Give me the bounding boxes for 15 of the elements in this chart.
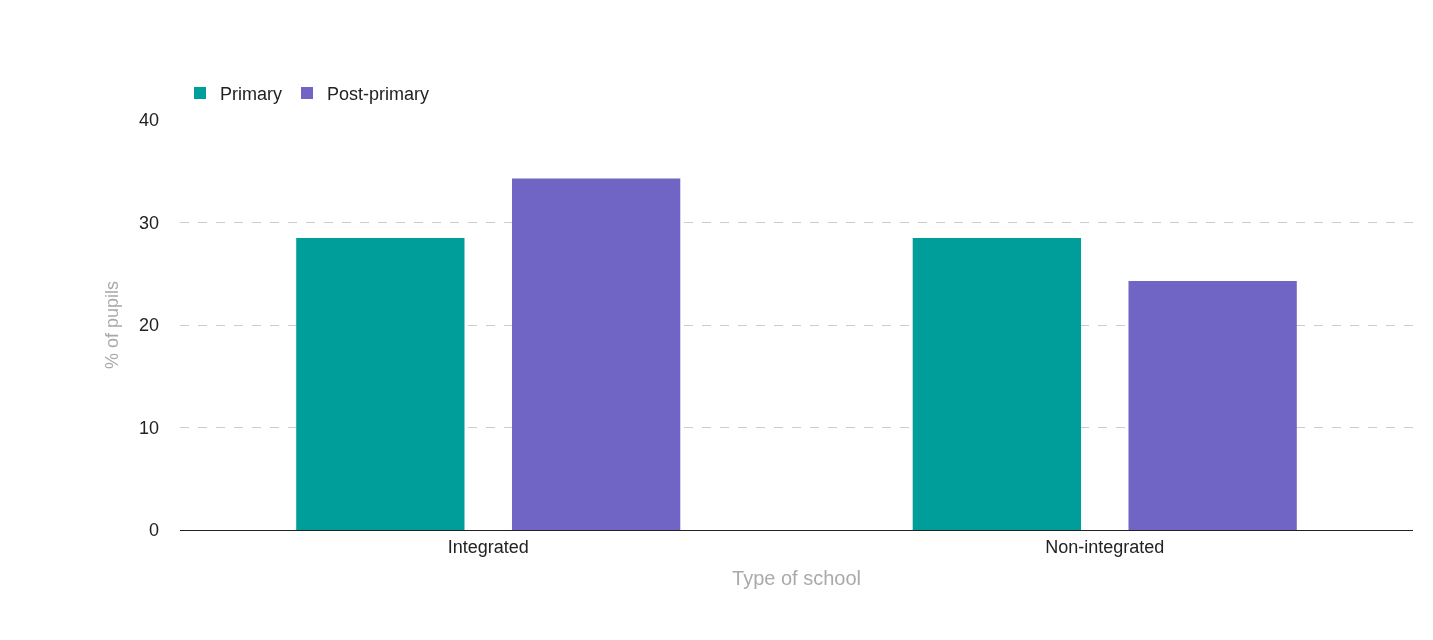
y-tick-label: 10 [138, 417, 159, 438]
bar [296, 237, 465, 530]
y-tick-label: 0 [148, 520, 159, 541]
bar [1128, 280, 1297, 530]
y-tick-label: 30 [138, 212, 159, 233]
legend-label: Post-primary [327, 84, 430, 105]
y-axis-title: % of pupils [102, 280, 123, 370]
x-axis-title: Type of school [732, 567, 861, 590]
y-tick-label: 20 [138, 315, 159, 336]
legend-label: Primary [220, 84, 282, 105]
bar [912, 237, 1082, 530]
x-tick-label: Integrated [447, 536, 529, 557]
y-tick-label: 40 [138, 110, 159, 131]
x-tick-label: Non-integrated [1045, 536, 1165, 557]
bar [511, 178, 681, 530]
